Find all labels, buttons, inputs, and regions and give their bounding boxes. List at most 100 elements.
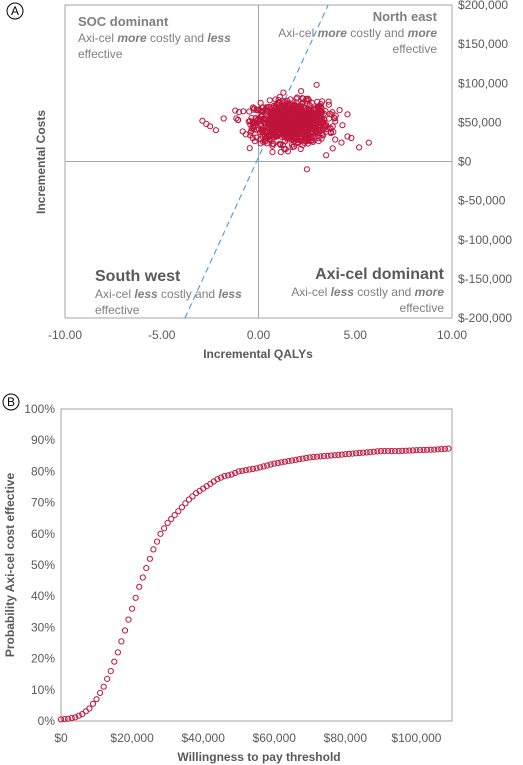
ceac-point: [97, 689, 104, 697]
ceac-point: [328, 452, 335, 459]
quadrant-se-line1: Axi-cel less costly and more: [291, 285, 444, 299]
ceac-point: [178, 504, 185, 511]
scatter-point: [316, 120, 323, 127]
scatter-point: [278, 133, 285, 140]
quadrant-nw-line2: effective: [78, 47, 123, 61]
scatter-point: [325, 101, 332, 108]
quadrant-sw-title: South west: [95, 268, 181, 285]
ceac-point: [324, 452, 331, 459]
scatter-point: [332, 136, 339, 143]
scatter-point: [331, 115, 338, 122]
scatter-point: [261, 115, 268, 122]
ceac-point: [225, 472, 232, 479]
ceac-point: [288, 457, 296, 464]
y-tick-label: 10%: [31, 683, 55, 697]
plot-a-y-tick-labels: $200,000 $150,000 $100,000 $50,000 $0 $-50,00…: [458, 0, 512, 325]
ceac-point: [370, 448, 377, 455]
ceac-point: [221, 473, 228, 480]
ceac-point: [360, 449, 367, 456]
scatter-point: [306, 102, 313, 109]
scatter-point: [284, 148, 291, 155]
scatter-point: [248, 125, 255, 132]
y-tick-label: $0: [458, 155, 472, 169]
ceac-point: [363, 449, 370, 456]
ceac-point: [246, 466, 253, 473]
x-tick-label: $100,000: [391, 731, 441, 745]
ceac-point: [217, 474, 225, 481]
ceac-point: [431, 446, 438, 453]
x-tick-label: $40,000: [181, 731, 225, 745]
ceac-point: [100, 683, 107, 690]
ceac-point: [320, 453, 328, 460]
ceac-point: [185, 496, 193, 503]
scatter-point: [290, 143, 298, 150]
quadrant-nw-title: SOC dominant: [78, 14, 169, 29]
scatter-point: [272, 127, 279, 135]
ceac-point: [107, 668, 114, 675]
ceac-point: [242, 467, 249, 474]
scatter-point: [338, 139, 345, 146]
plot-b-x-axis-label: Willingness to pay threshold: [177, 750, 340, 764]
ceac-point: [136, 583, 143, 590]
scatter-point: [284, 101, 291, 108]
scatter-point: [302, 135, 309, 142]
x-tick-label: -10.00: [48, 328, 82, 342]
ceac-point: [310, 453, 317, 461]
y-tick-label: $150,000: [458, 37, 508, 51]
ceac-point: [157, 530, 164, 537]
ceac-point: [249, 465, 256, 472]
ceac-point: [111, 658, 118, 665]
ceac-point: [303, 454, 310, 462]
y-tick-label: 30%: [31, 620, 55, 634]
ceac-point: [292, 456, 299, 463]
scatter-point: [284, 134, 291, 141]
y-tick-label: $50,000: [458, 115, 502, 129]
ceac-point: [253, 465, 260, 472]
scatter-point: [257, 99, 264, 106]
y-tick-label: 20%: [31, 652, 55, 666]
scatter-point: [242, 131, 249, 138]
ceac-point: [335, 451, 342, 458]
ceac-point: [68, 714, 75, 722]
ceac-point: [175, 508, 182, 515]
ceac-point: [374, 448, 381, 455]
ceac-point: [72, 714, 79, 721]
ceac-point: [424, 446, 431, 453]
scatter-point: [275, 99, 282, 107]
panel-a-label: A: [11, 4, 19, 18]
scatter-point: [269, 149, 276, 156]
scatter-point: [269, 128, 276, 135]
ceac-point: [104, 675, 111, 683]
ceac-point: [392, 448, 399, 455]
ceac-point: [402, 447, 409, 454]
scatter-point: [248, 114, 255, 122]
x-tick-label: -5.00: [148, 328, 176, 342]
scatter-point: [298, 123, 305, 130]
scatter-points: [199, 81, 372, 173]
x-tick-label: $20,000: [110, 731, 154, 745]
scatter-point: [325, 98, 332, 105]
scatter-point: [276, 140, 283, 147]
scatter-point: [247, 117, 254, 125]
scatter-point: [252, 115, 259, 122]
wtp-threshold-line: [184, 4, 329, 319]
ceac-point: [89, 700, 97, 707]
ceac-point: [118, 638, 125, 645]
ceac-point: [232, 469, 239, 477]
x-tick-label: $80,000: [324, 731, 368, 745]
scatter-point: [315, 138, 322, 145]
ceac-point: [271, 460, 278, 467]
scatter-point: [220, 115, 227, 122]
ceac-point: [129, 605, 136, 612]
y-tick-label: 40%: [31, 589, 55, 603]
scatter-point: [303, 166, 310, 173]
ceac-point: [239, 467, 246, 474]
scatter-point: [287, 96, 294, 103]
scatter-point: [284, 113, 291, 120]
ceac-point: [86, 705, 93, 712]
ceac-point: [296, 456, 303, 463]
ceac-point: [267, 461, 274, 468]
scatter-point: [280, 127, 287, 134]
scatter-point: [259, 128, 266, 135]
